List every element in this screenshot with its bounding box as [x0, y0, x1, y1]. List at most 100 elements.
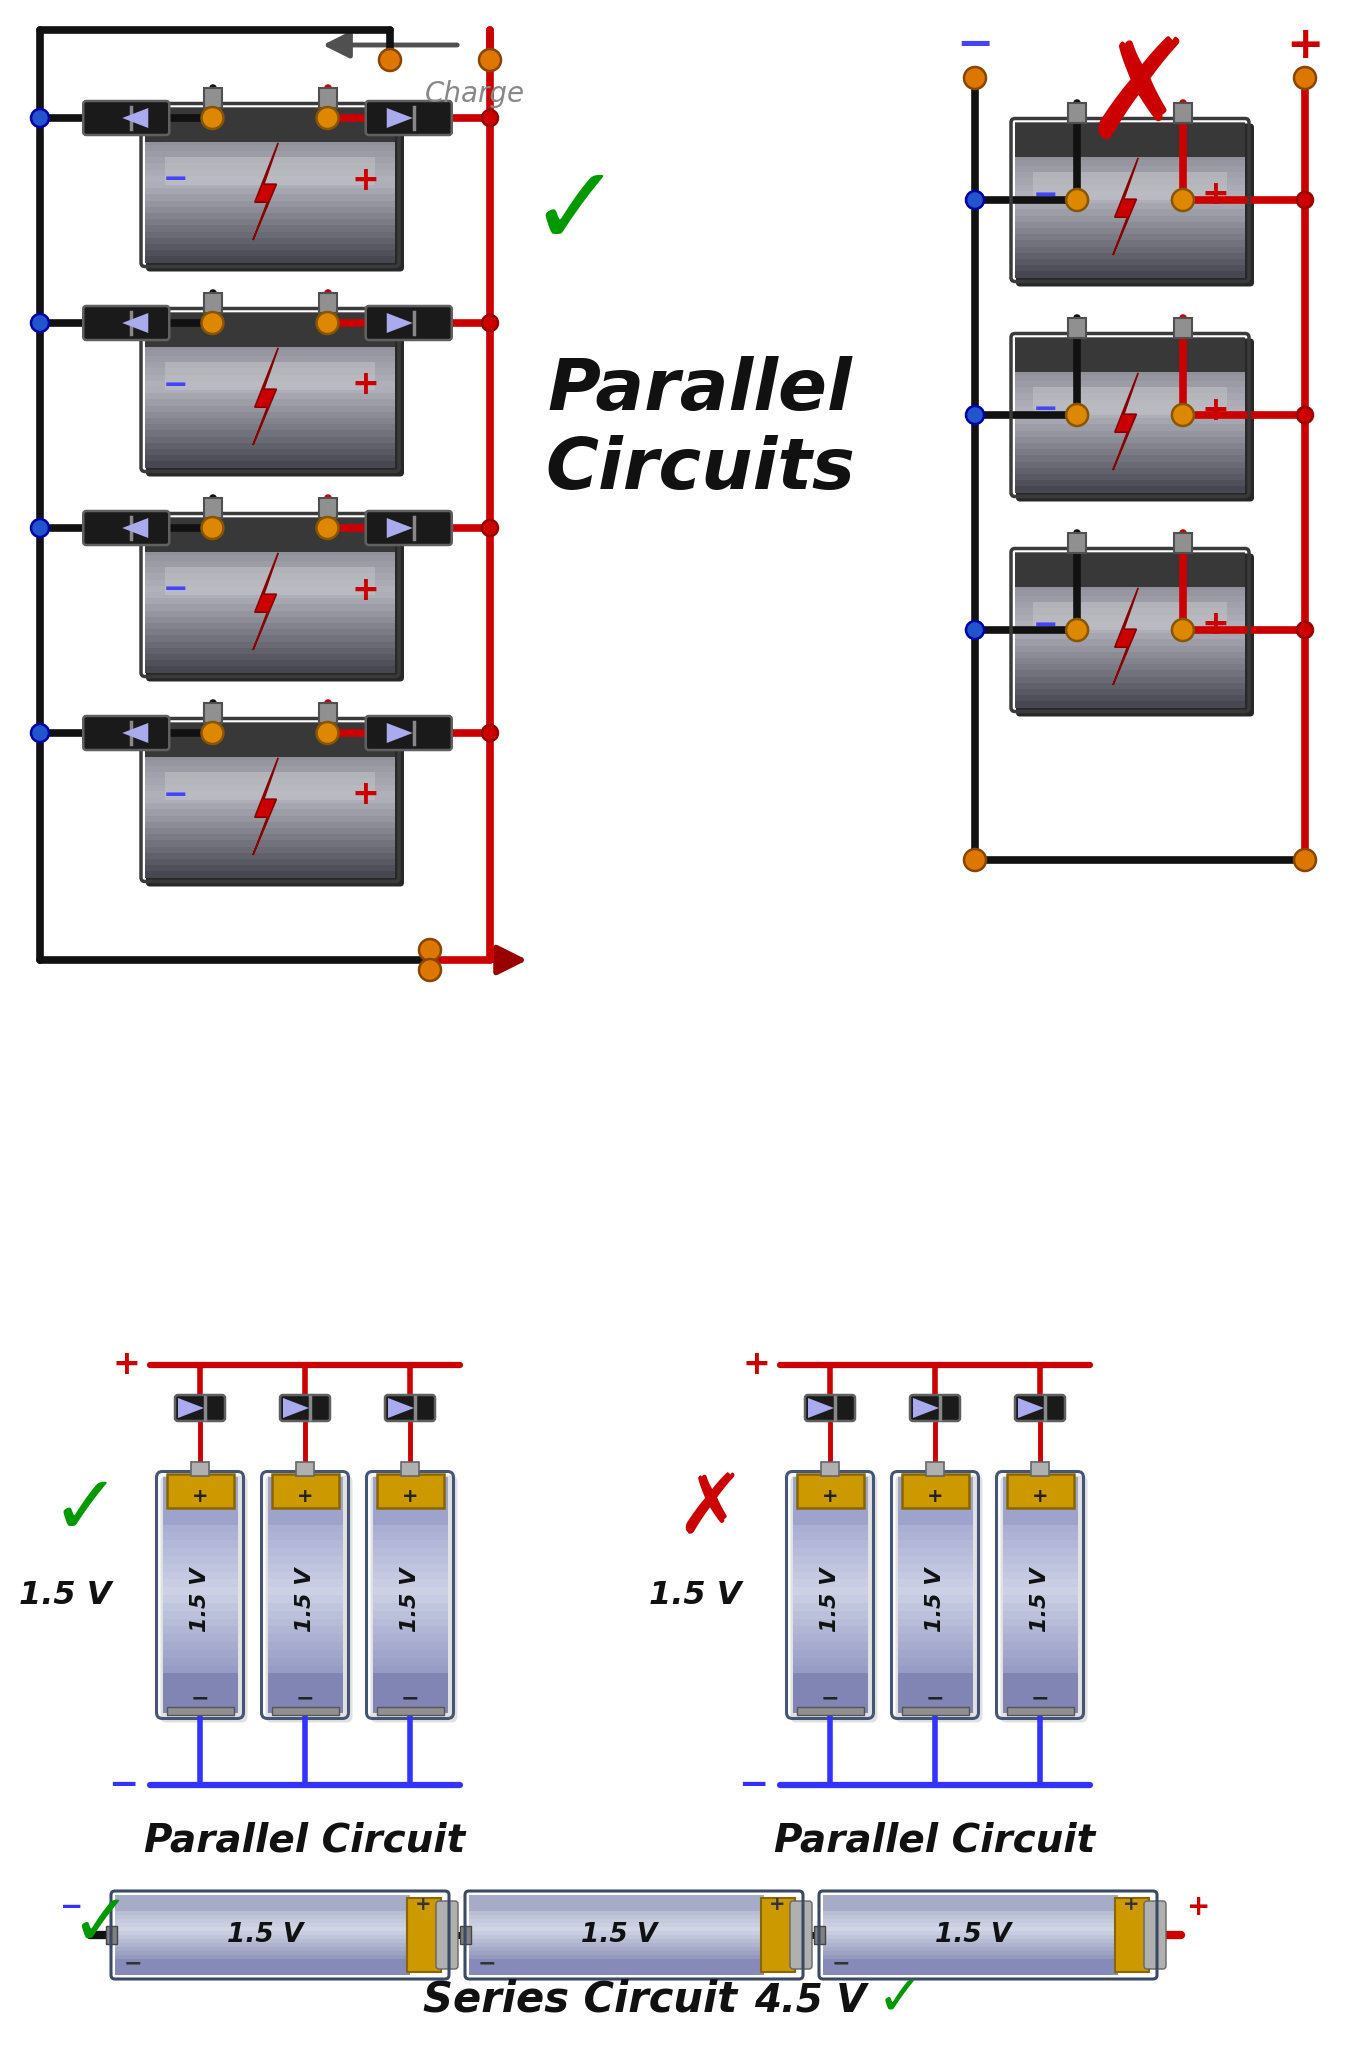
Bar: [145, 207, 395, 213]
Circle shape: [479, 49, 501, 72]
Bar: [319, 702, 337, 723]
Circle shape: [316, 516, 338, 539]
Bar: [115, 1962, 410, 1966]
Bar: [1015, 590, 1245, 596]
Bar: [115, 1903, 410, 1907]
Text: +: +: [352, 164, 379, 197]
Bar: [469, 1958, 763, 1962]
Bar: [1015, 381, 1245, 387]
Text: −: −: [956, 23, 993, 66]
Bar: [1015, 608, 1245, 614]
Bar: [1015, 375, 1245, 381]
Bar: [1003, 1595, 1078, 1604]
Bar: [145, 406, 395, 412]
Bar: [897, 1657, 973, 1665]
Text: 1.5 V: 1.5 V: [819, 1569, 840, 1632]
Circle shape: [31, 725, 49, 741]
Bar: [1015, 209, 1245, 215]
Bar: [145, 821, 395, 827]
Bar: [1003, 1634, 1078, 1642]
Bar: [145, 430, 395, 436]
Bar: [792, 1704, 867, 1712]
Bar: [897, 1501, 973, 1509]
Bar: [145, 106, 395, 141]
Polygon shape: [808, 1399, 834, 1417]
Bar: [145, 604, 395, 610]
Bar: [145, 641, 395, 647]
Bar: [792, 1571, 867, 1579]
Bar: [792, 1501, 867, 1509]
Bar: [163, 1602, 238, 1610]
Bar: [1015, 362, 1245, 369]
Bar: [1015, 627, 1245, 633]
Bar: [824, 1950, 1118, 1956]
Bar: [145, 143, 395, 152]
Bar: [1003, 1477, 1078, 1485]
Circle shape: [482, 520, 498, 537]
Bar: [1003, 1548, 1078, 1556]
Bar: [115, 1939, 410, 1944]
Bar: [372, 1602, 447, 1610]
Bar: [1015, 449, 1245, 455]
Bar: [1003, 1696, 1078, 1704]
Text: −: −: [737, 1767, 767, 1802]
Bar: [115, 1942, 410, 1948]
Bar: [792, 1595, 867, 1604]
Text: −: −: [163, 780, 187, 809]
Bar: [1015, 461, 1245, 467]
Text: −: −: [401, 1688, 420, 1708]
Circle shape: [31, 518, 49, 537]
Bar: [163, 1642, 238, 1651]
Bar: [1015, 614, 1245, 621]
Bar: [145, 815, 395, 821]
FancyBboxPatch shape: [384, 1395, 435, 1421]
Bar: [1015, 135, 1245, 141]
Bar: [1015, 639, 1245, 645]
Bar: [824, 1923, 1118, 1927]
Bar: [271, 1706, 338, 1714]
Bar: [1015, 633, 1245, 639]
Bar: [145, 846, 395, 852]
Bar: [372, 1649, 447, 1657]
Bar: [469, 1907, 763, 1911]
Bar: [897, 1595, 973, 1604]
Bar: [792, 1548, 867, 1556]
Text: +: +: [1201, 608, 1228, 641]
Bar: [145, 170, 395, 176]
Bar: [163, 1548, 238, 1556]
Bar: [145, 543, 395, 549]
Bar: [145, 598, 395, 604]
Bar: [1015, 430, 1245, 436]
Text: 1.5 V: 1.5 V: [399, 1569, 420, 1632]
Bar: [145, 616, 395, 623]
Circle shape: [1066, 618, 1088, 641]
Bar: [1015, 602, 1245, 608]
Bar: [1003, 1587, 1078, 1595]
Text: ✓: ✓: [528, 162, 621, 268]
FancyBboxPatch shape: [146, 109, 404, 272]
Bar: [268, 1642, 342, 1651]
Bar: [1015, 645, 1245, 651]
Bar: [145, 313, 395, 346]
Bar: [145, 549, 395, 555]
Bar: [115, 1970, 410, 1974]
Bar: [145, 250, 395, 256]
Bar: [145, 840, 395, 846]
Bar: [1015, 203, 1245, 209]
Bar: [166, 362, 375, 389]
Polygon shape: [253, 348, 278, 444]
Bar: [1015, 479, 1245, 485]
Bar: [469, 1946, 763, 1952]
Bar: [1015, 436, 1245, 442]
Circle shape: [31, 313, 49, 332]
Bar: [372, 1548, 447, 1556]
Bar: [897, 1532, 973, 1540]
Bar: [372, 1516, 447, 1524]
Bar: [145, 156, 395, 164]
Bar: [145, 387, 395, 393]
Bar: [897, 1602, 973, 1610]
Bar: [792, 1688, 867, 1698]
Bar: [408, 1898, 440, 1972]
Bar: [268, 1516, 342, 1524]
Polygon shape: [122, 723, 148, 743]
